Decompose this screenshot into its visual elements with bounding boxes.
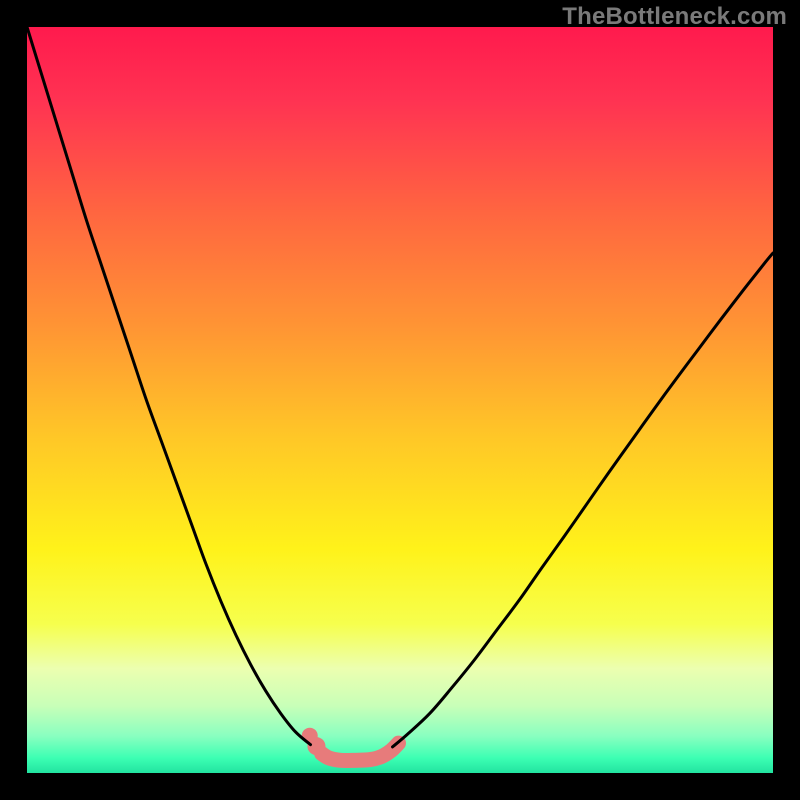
chart-canvas: TheBottleneck.com bbox=[0, 0, 800, 800]
chart-svg bbox=[0, 0, 800, 800]
